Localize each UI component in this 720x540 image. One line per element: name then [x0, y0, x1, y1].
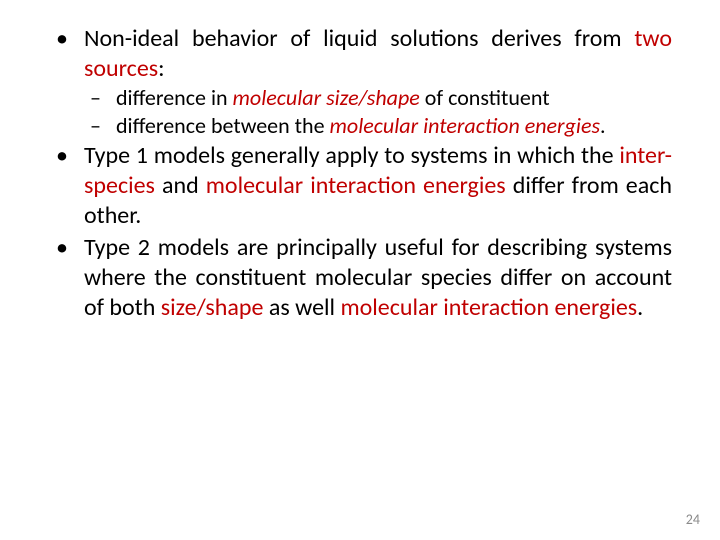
- sub-1b-red: molecular interaction energies: [330, 112, 601, 139]
- slide-body: Non-ideal behavior of liquid solutions d…: [0, 0, 720, 540]
- bullet-1-pre: Non-ideal behavior of liquid solutions d…: [84, 24, 634, 53]
- bullet-3-red2: molecular interaction energies: [340, 293, 637, 322]
- bullet-3: Type 2 models are principally useful for…: [48, 233, 672, 323]
- sub-1a-red: molecular size/shape: [233, 84, 420, 111]
- sub-1b-post: .: [600, 112, 606, 139]
- sub-1a-pre: difference in: [116, 84, 233, 111]
- bullet-list: Non-ideal behavior of liquid solutions d…: [48, 24, 672, 323]
- bullet-2-mid: and: [155, 171, 206, 200]
- bullet-3-post: .: [637, 293, 643, 322]
- bullet-1: Non-ideal behavior of liquid solutions d…: [48, 24, 672, 139]
- sub-1a-post: of constituent: [420, 84, 550, 111]
- bullet-2-red2: molecular interaction energies: [206, 171, 506, 200]
- bullet-2: Type 1 models generally apply to systems…: [48, 141, 672, 231]
- sub-list-1: difference in molecular size/shape of co…: [84, 84, 672, 139]
- sub-1b: difference between the molecular interac…: [84, 112, 672, 140]
- sub-1a: difference in molecular size/shape of co…: [84, 84, 672, 112]
- bullet-1-post: :: [158, 54, 164, 83]
- page-number: 24: [686, 511, 700, 528]
- bullet-3-red1: size/shape: [161, 293, 264, 322]
- bullet-2-pre: Type 1 models generally apply to systems…: [84, 141, 619, 170]
- bullet-3-mid: as well: [263, 293, 340, 322]
- sub-1b-pre: difference between the: [116, 112, 330, 139]
